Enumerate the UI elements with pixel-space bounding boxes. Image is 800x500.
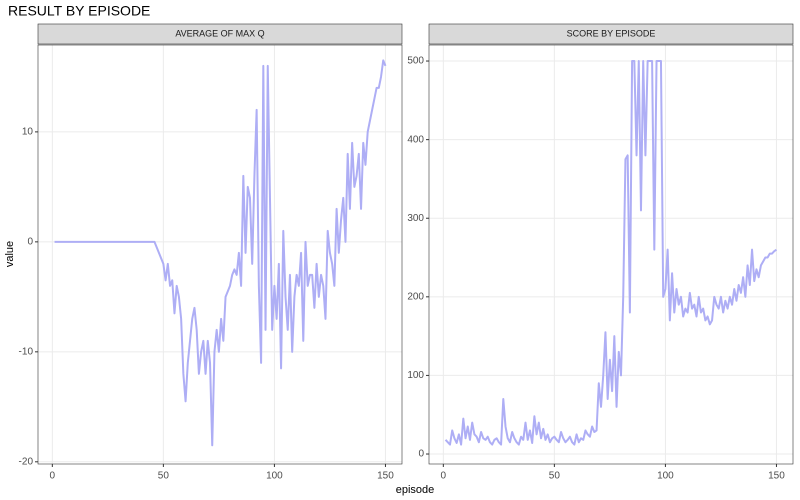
panel-border bbox=[37, 44, 403, 465]
y-tick-label: 100 bbox=[407, 370, 424, 381]
panel bbox=[38, 45, 402, 464]
strip-label: AVERAGE OF MAX Q bbox=[175, 28, 264, 38]
y-tick-label: 400 bbox=[407, 134, 424, 145]
y-tick-label: 200 bbox=[407, 291, 424, 302]
line bbox=[54, 59, 387, 447]
y-axis-label: value bbox=[4, 241, 16, 267]
y-tick-label: 500 bbox=[407, 56, 424, 67]
x-tick-label: 50 bbox=[549, 471, 561, 482]
strip bbox=[428, 23, 794, 45]
y-tick-label: -20 bbox=[19, 456, 34, 467]
x-tick-label: 100 bbox=[266, 471, 283, 482]
x-tick-label: 50 bbox=[158, 471, 170, 482]
x-tick-label: 0 bbox=[441, 471, 447, 482]
y-tick-label: 300 bbox=[407, 213, 424, 224]
panel bbox=[429, 45, 793, 464]
x-tick-label: 150 bbox=[768, 471, 785, 482]
y-tick-label: 0 bbox=[27, 236, 33, 247]
y-tick-label: 0 bbox=[418, 449, 424, 460]
x-tick-label: 150 bbox=[377, 471, 394, 482]
x-axis-label: episode bbox=[396, 484, 435, 496]
y-tick-label: -10 bbox=[19, 346, 34, 357]
x-tick-label: 0 bbox=[50, 471, 56, 482]
x-tick-label: 100 bbox=[657, 471, 674, 482]
chart-title: RESULT BY EPISODE bbox=[8, 3, 150, 19]
panel-border bbox=[428, 44, 794, 465]
strip bbox=[37, 23, 403, 45]
y-tick-label: 10 bbox=[22, 127, 34, 138]
line bbox=[444, 60, 778, 446]
strip-label: SCORE BY EPISODE bbox=[567, 28, 656, 38]
